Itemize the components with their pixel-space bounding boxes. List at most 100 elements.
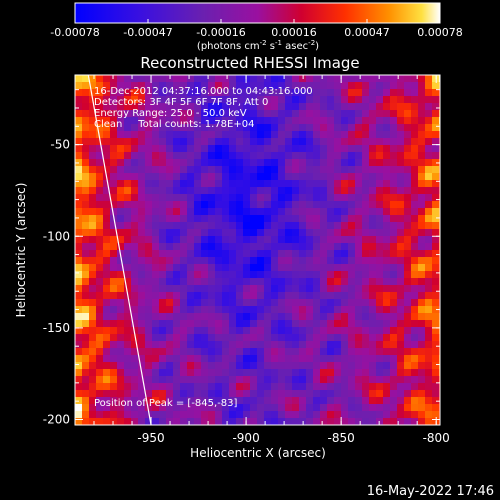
heatmap-cell — [432, 243, 439, 250]
heatmap-cell — [264, 166, 271, 173]
heatmap-cell — [348, 306, 355, 313]
heatmap-cell — [138, 250, 145, 257]
heatmap-cell — [376, 250, 383, 257]
heatmap-cell — [152, 327, 159, 334]
heatmap-cell — [166, 397, 173, 404]
heatmap-cell — [250, 124, 257, 131]
heatmap-cell — [229, 362, 236, 369]
heatmap-cell — [327, 194, 334, 201]
heatmap-cell — [89, 187, 96, 194]
heatmap-cell — [292, 159, 299, 166]
heatmap-cell — [404, 418, 411, 425]
heatmap-cell — [278, 89, 285, 96]
heatmap-cell — [285, 383, 292, 390]
heatmap-cell — [432, 411, 439, 418]
heatmap-cell — [243, 236, 250, 243]
heatmap-cell — [306, 152, 313, 159]
heatmap-cell — [299, 159, 306, 166]
heatmap-cell — [180, 110, 187, 117]
heatmap-cell — [404, 215, 411, 222]
heatmap-cell — [173, 250, 180, 257]
heatmap-cell — [236, 264, 243, 271]
heatmap-cell — [432, 362, 439, 369]
heatmap-cell — [138, 229, 145, 236]
heatmap-cell — [362, 376, 369, 383]
heatmap-cell — [278, 390, 285, 397]
heatmap-cell — [348, 376, 355, 383]
heatmap-cell — [229, 369, 236, 376]
heatmap-cell — [152, 180, 159, 187]
heatmap-cell — [173, 348, 180, 355]
heatmap-cell — [159, 299, 166, 306]
heatmap-cell — [355, 334, 362, 341]
heatmap-cell — [173, 285, 180, 292]
heatmap-cell — [236, 299, 243, 306]
heatmap-cell — [138, 138, 145, 145]
heatmap-cell — [313, 383, 320, 390]
heatmap-cell — [117, 362, 124, 369]
heatmap-cell — [299, 397, 306, 404]
colorbar-tick-label: 0.00047 — [344, 26, 390, 39]
heatmap-cell — [264, 159, 271, 166]
heatmap-cell — [334, 376, 341, 383]
heatmap-cell — [75, 103, 82, 110]
heatmap-cell — [159, 250, 166, 257]
heatmap-cell — [222, 117, 229, 124]
heatmap-cell — [348, 397, 355, 404]
heatmap-cell — [264, 124, 271, 131]
heatmap-cell — [425, 145, 432, 152]
heatmap-cell — [299, 180, 306, 187]
heatmap-cell — [362, 341, 369, 348]
heatmap-cell — [180, 82, 187, 89]
heatmap-cell — [432, 208, 439, 215]
heatmap-cell — [397, 110, 404, 117]
heatmap-cell — [180, 243, 187, 250]
heatmap-cell — [222, 383, 229, 390]
heatmap-cell — [208, 229, 215, 236]
heatmap-cell — [362, 264, 369, 271]
heatmap-cell — [411, 327, 418, 334]
heatmap-cell — [75, 292, 82, 299]
heatmap-cell — [215, 110, 222, 117]
heatmap-cell — [278, 369, 285, 376]
heatmap-cell — [145, 180, 152, 187]
heatmap-cell — [138, 271, 145, 278]
heatmap-cell — [313, 180, 320, 187]
heatmap-cell — [117, 397, 124, 404]
heatmap-cell — [131, 152, 138, 159]
heatmap-cell — [103, 89, 110, 96]
heatmap-cell — [166, 327, 173, 334]
heatmap-cell — [327, 152, 334, 159]
heatmap-cell — [327, 264, 334, 271]
heatmap-cell — [390, 383, 397, 390]
heatmap-cell — [313, 404, 320, 411]
heatmap-cell — [278, 117, 285, 124]
heatmap-cell — [362, 404, 369, 411]
heatmap-cell — [341, 201, 348, 208]
heatmap-cell — [187, 152, 194, 159]
heatmap-cell — [348, 334, 355, 341]
heatmap-cell — [390, 404, 397, 411]
heatmap-cell — [75, 173, 82, 180]
heatmap-cell — [117, 145, 124, 152]
heatmap-cell — [243, 285, 250, 292]
heatmap-cell — [341, 124, 348, 131]
heatmap-cell — [194, 341, 201, 348]
heatmap-cell — [404, 271, 411, 278]
heatmap-cell — [201, 243, 208, 250]
heatmap-cell — [229, 348, 236, 355]
heatmap-cell — [159, 173, 166, 180]
heatmap-cell — [208, 327, 215, 334]
heatmap-cell — [201, 138, 208, 145]
heatmap-cell — [124, 243, 131, 250]
heatmap-cell — [376, 180, 383, 187]
heatmap-cell — [383, 82, 390, 89]
heatmap-cell — [369, 306, 376, 313]
heatmap-cell — [117, 369, 124, 376]
heatmap-cell — [75, 348, 82, 355]
heatmap-cell — [397, 320, 404, 327]
heatmap-cell — [166, 390, 173, 397]
heatmap-cell — [306, 166, 313, 173]
heatmap-cell — [257, 208, 264, 215]
heatmap-cell — [397, 397, 404, 404]
